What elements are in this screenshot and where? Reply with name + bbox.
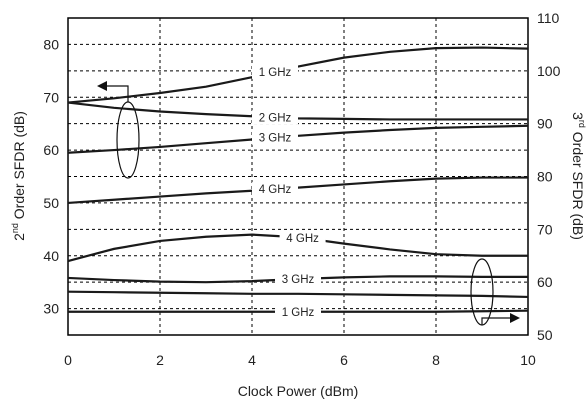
series-label-background — [275, 271, 321, 286]
x-tick-label: 4 — [248, 352, 256, 368]
x-tick-label: 6 — [340, 352, 348, 368]
y-right-tick-label: 60 — [537, 274, 553, 290]
right-axis-group-ellipse — [470, 258, 494, 326]
series-line-right-unlabeled — [67, 290, 529, 299]
series-label-right-1-ghz: 1 GHz — [282, 307, 315, 319]
y-right-tick-label: 110 — [537, 10, 560, 26]
y-left-tick-label: 60 — [43, 142, 59, 158]
y-right-tick-label: 80 — [537, 169, 553, 185]
y-left-tick-label: 40 — [43, 248, 59, 264]
right-axis-title-rest: Order SFDR (dB) — [570, 128, 586, 240]
series-label-left-3-ghz: 3 GHz — [259, 133, 292, 145]
x-tick-label: 10 — [520, 352, 536, 368]
y-left-tick-label: 50 — [43, 195, 59, 211]
right-axis-title-main: 3 — [570, 112, 586, 120]
left-axis-title-main: 2 — [11, 233, 27, 241]
series-label-right-3-ghz: 3 GHz — [282, 274, 315, 286]
curve-label-layer: 1 GHz 2 GHz 3 GHz 4 GHz 4 GHz 3 GHz 1 GHz — [252, 64, 326, 319]
right-axis-title: 3rd Order SFDR (dB) — [570, 112, 587, 240]
series-label-left-1-ghz: 1 GHz — [259, 67, 292, 79]
x-tick-label: 8 — [432, 352, 440, 368]
left-axis-arrow — [104, 85, 129, 102]
right-arrow-head-icon — [510, 313, 520, 323]
x-tick-label: 0 — [64, 352, 72, 368]
right-axis-title-sup: rd — [577, 120, 587, 128]
tick-label-layer: 0 2 4 6 8 10 30 40 50 60 70 80 50 60 70 80 90 100 110 — [43, 10, 560, 368]
series-label-left-2-ghz: 2 GHz — [259, 112, 292, 124]
series-label-right-4-ghz: 4 GHz — [286, 233, 319, 245]
series-label-background — [252, 64, 298, 79]
y-right-tick-label: 100 — [537, 63, 561, 79]
y-left-tick-label: 70 — [43, 89, 59, 105]
x-axis-title: Clock Power (dBm) — [238, 383, 359, 399]
series-label-left-4-ghz: 4 GHz — [259, 184, 292, 196]
y-right-tick-label: 90 — [537, 116, 553, 132]
left-axis-group-ellipse — [116, 101, 140, 179]
left-arrow-head-icon — [97, 81, 107, 91]
x-tick-label: 2 — [156, 352, 164, 368]
y-right-tick-label: 70 — [537, 221, 553, 237]
y-right-tick-label: 50 — [537, 327, 553, 343]
y-left-tick-label: 30 — [43, 301, 59, 317]
left-axis-title-sup: nd — [10, 223, 20, 233]
right-axis-arrow — [481, 317, 510, 325]
series-label-background — [275, 304, 321, 319]
y-left-tick-label: 80 — [43, 36, 59, 52]
left-axis-title: 2nd Order SFDR (dB) — [10, 111, 27, 241]
marker-layer — [97, 81, 520, 326]
left-axis-title-rest: Order SFDR (dB) — [11, 111, 27, 223]
series-label-background — [252, 182, 298, 197]
series-label-background — [252, 130, 298, 145]
series-label-background — [279, 230, 326, 245]
series-label-background — [252, 110, 298, 125]
